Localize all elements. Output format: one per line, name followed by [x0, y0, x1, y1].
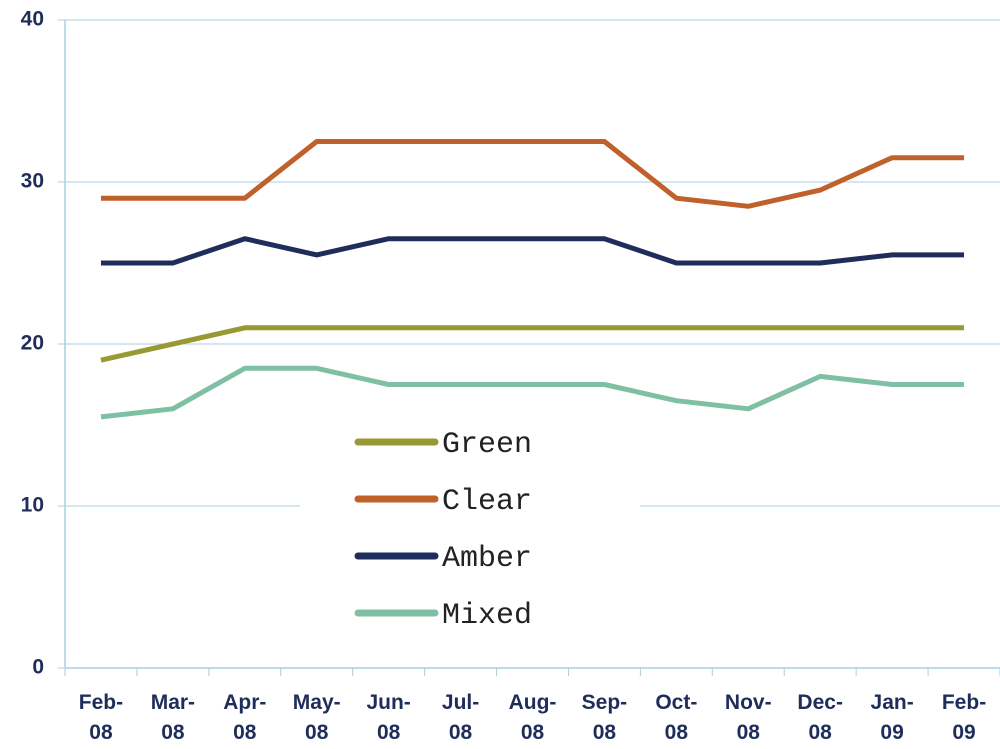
x-tick-label: Sep-08: [581, 691, 628, 744]
x-tick-label: Feb-09: [941, 691, 987, 744]
series-line: [100, 325, 965, 363]
series-line: [100, 236, 965, 266]
y-tick-label: 10: [21, 494, 44, 517]
x-tick-label: Mar-08: [150, 691, 196, 744]
x-tick-label: May-08: [292, 691, 341, 744]
legend-label: Mixed: [442, 599, 532, 633]
x-tick-label: Dec-08: [797, 691, 843, 744]
y-tick-label: 30: [21, 170, 44, 193]
x-tick-label: Jul-08: [441, 691, 480, 744]
legend-label: Green: [442, 428, 532, 462]
legend-box: [300, 420, 640, 645]
y-tick-label: 20: [21, 332, 44, 355]
x-tick-label: Feb-08: [78, 691, 124, 744]
y-tick-label: 0: [32, 656, 44, 679]
series-line: [100, 139, 965, 209]
x-tick-label: Jan-09: [870, 691, 914, 744]
x-tick-label: Jun-08: [366, 691, 411, 744]
y-tick-label: 40: [21, 8, 44, 31]
x-tick-label: Aug-08: [508, 691, 557, 744]
x-tick-label: Oct-08: [655, 691, 698, 744]
legend-label: Amber: [442, 542, 532, 576]
x-tick-label: Apr-08: [223, 691, 267, 744]
legend-label: Clear: [442, 485, 532, 519]
x-tick-label: Nov-08: [724, 691, 772, 744]
series-line: [100, 365, 965, 420]
